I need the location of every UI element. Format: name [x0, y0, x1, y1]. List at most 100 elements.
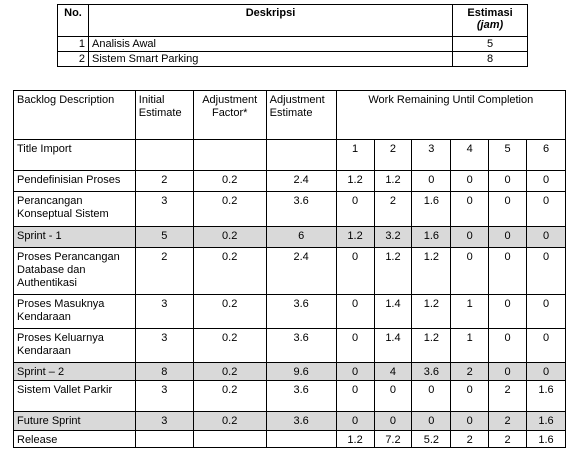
sprint-cell: 0: [488, 362, 528, 381]
sprint-cell: 0: [526, 362, 566, 381]
sprint-cell: 5: [488, 139, 528, 171]
adjust-cell: 9.6: [265, 362, 337, 381]
sprint-cell: 0: [373, 380, 413, 412]
table-row: Sprint - 1 5 0.2 6 1.2 3.2 1.6 0 0 0: [13, 226, 566, 248]
header-no: No.: [57, 4, 89, 37]
sprint-cell: 1.4: [373, 294, 413, 329]
header-work-remaining: Work Remaining Until Completion: [335, 90, 567, 140]
sprint-cell: 1.2: [335, 226, 375, 248]
table-row: Title Import 1 2 3 4 5 6: [13, 139, 566, 171]
sprint-cell: 3: [411, 139, 452, 171]
sprint-cell: 2: [373, 191, 413, 227]
sprint-cell: 0: [488, 191, 528, 227]
sprint-cell: 0: [373, 411, 413, 431]
estimation-row: 2 Sistem Smart Parking 8: [57, 51, 528, 67]
table-row: Perancangan Konseptual Sistem 3 0.2 3.6 0 2 1.…: [13, 191, 566, 227]
factor-cell: 0.2: [192, 170, 267, 192]
header-unit: (jam): [476, 19, 504, 31]
sprint-cell: 0: [526, 247, 566, 295]
sprint-cell: 2: [450, 430, 490, 448]
sprint-cell: 0: [526, 328, 566, 363]
sprint-cell: 0: [450, 170, 490, 192]
sprint-cell: 1.6: [411, 226, 452, 248]
factor-cell: 0.2: [192, 247, 267, 295]
table-row: Pendefinisian Proses 2 0.2 2.4 1.2 1.2 0 0 0 0: [13, 170, 566, 192]
sprint-cell: 0: [526, 170, 566, 192]
sprint-cell: 2: [488, 411, 528, 431]
sprint-cell: 1.4: [373, 328, 413, 363]
sprint-cell: 1.2: [335, 170, 375, 192]
sprint-cell: 0: [450, 247, 490, 295]
sprint-cell: 6: [526, 139, 566, 171]
table-row: Proses Masuknya Kendaraan 3 0.2 3.6 0 1.4 1.2 1…: [13, 294, 566, 329]
row-no: 1: [57, 36, 89, 52]
sprint-cell: 1.6: [411, 191, 452, 227]
sprint-cell: 1.2: [411, 328, 452, 363]
sprint-cell: 0: [488, 226, 528, 248]
backlog-cell: Future Sprint: [13, 411, 136, 431]
header-deskripsi: Deskripsi: [88, 4, 453, 37]
initial-cell: [134, 430, 194, 448]
backlog-cell: Title Import: [13, 139, 136, 171]
backlog-cell: Sprint – 2: [13, 362, 136, 381]
initial-cell: 3: [134, 294, 194, 329]
adjust-cell: 3.6: [265, 328, 337, 363]
burndown-header-row: Backlog Description Initial Estimate Adj…: [13, 90, 567, 140]
factor-cell: 0.2: [192, 411, 267, 431]
backlog-cell: Pendefinisian Proses: [13, 170, 136, 192]
sprint-cell: 4: [373, 362, 413, 381]
sprint-cell: 1.6: [526, 411, 566, 431]
initial-cell: 3: [134, 380, 194, 412]
table-row: Future Sprint 3 0.2 3.6 0 0 0 0 2 1.6: [13, 411, 566, 431]
initial-cell: 8: [134, 362, 194, 381]
header-adjust: Adjustment Estimate: [265, 90, 337, 140]
sprint-cell: 0: [411, 411, 452, 431]
initial-cell: [134, 139, 194, 171]
sprint-cell: 0: [335, 380, 375, 412]
row-desc: Analisis Awal: [88, 36, 453, 52]
header-initial: Initial Estimate: [134, 90, 194, 140]
initial-cell: 2: [134, 170, 194, 192]
adjust-cell: 3.6: [265, 380, 337, 412]
table-row: Release 1.2 7.2 5.2 2 2 1.6: [13, 430, 566, 448]
sprint-cell: 3.2: [373, 226, 413, 248]
table-row: Proses Perancangan Database dan Authenti…: [13, 247, 566, 295]
sprint-cell: 0: [411, 170, 452, 192]
factor-cell: 0.2: [192, 328, 267, 363]
backlog-cell: Release: [13, 430, 136, 448]
sprint-cell: 1.2: [411, 247, 452, 295]
header-factor: Adjustment Factor*: [192, 90, 267, 140]
factor-cell: 0.2: [192, 294, 267, 329]
sprint-cell: 0: [526, 226, 566, 248]
backlog-cell: Perancangan Konseptual Sistem: [13, 191, 136, 227]
adjust-cell: 3.6: [265, 294, 337, 329]
header-estimasi: Estimasi (jam): [452, 4, 528, 37]
sprint-cell: 0: [335, 411, 375, 431]
adjust-cell: 6: [265, 226, 337, 248]
sprint-cell: 0: [335, 294, 375, 329]
sprint-cell: 1: [335, 139, 375, 171]
sprint-cell: 0: [450, 380, 490, 412]
estimation-table: No. Deskripsi Estimasi (jam) 1 Analisis …: [57, 4, 528, 67]
row-desc: Sistem Smart Parking: [88, 51, 453, 67]
backlog-cell: Proses Perancangan Database dan Authenti…: [13, 247, 136, 295]
sprint-cell: 1.2: [373, 170, 413, 192]
sprint-cell: 0: [450, 226, 490, 248]
adjust-cell: [265, 430, 337, 448]
sprint-cell: 0: [335, 247, 375, 295]
factor-cell: 0.2: [192, 226, 267, 248]
sprint-cell: 0: [526, 294, 566, 329]
initial-cell: 3: [134, 411, 194, 431]
sprint-cell: 1.2: [373, 247, 413, 295]
row-est: 5: [452, 36, 528, 52]
sprint-cell: 0: [335, 328, 375, 363]
sprint-cell: 0: [526, 191, 566, 227]
adjust-cell: 2.4: [265, 247, 337, 295]
sprint-cell: 1.2: [335, 430, 375, 448]
sprint-cell: 0: [488, 247, 528, 295]
initial-cell: 3: [134, 328, 194, 363]
sprint-cell: 0: [450, 191, 490, 227]
burndown-body: Title Import 1 2 3 4 5 6 Pendefinisian Proses 2 0…: [13, 139, 566, 448]
sprint-cell: 0: [335, 191, 375, 227]
burndown-table: Backlog Description Initial Estimate Adj…: [13, 90, 567, 448]
